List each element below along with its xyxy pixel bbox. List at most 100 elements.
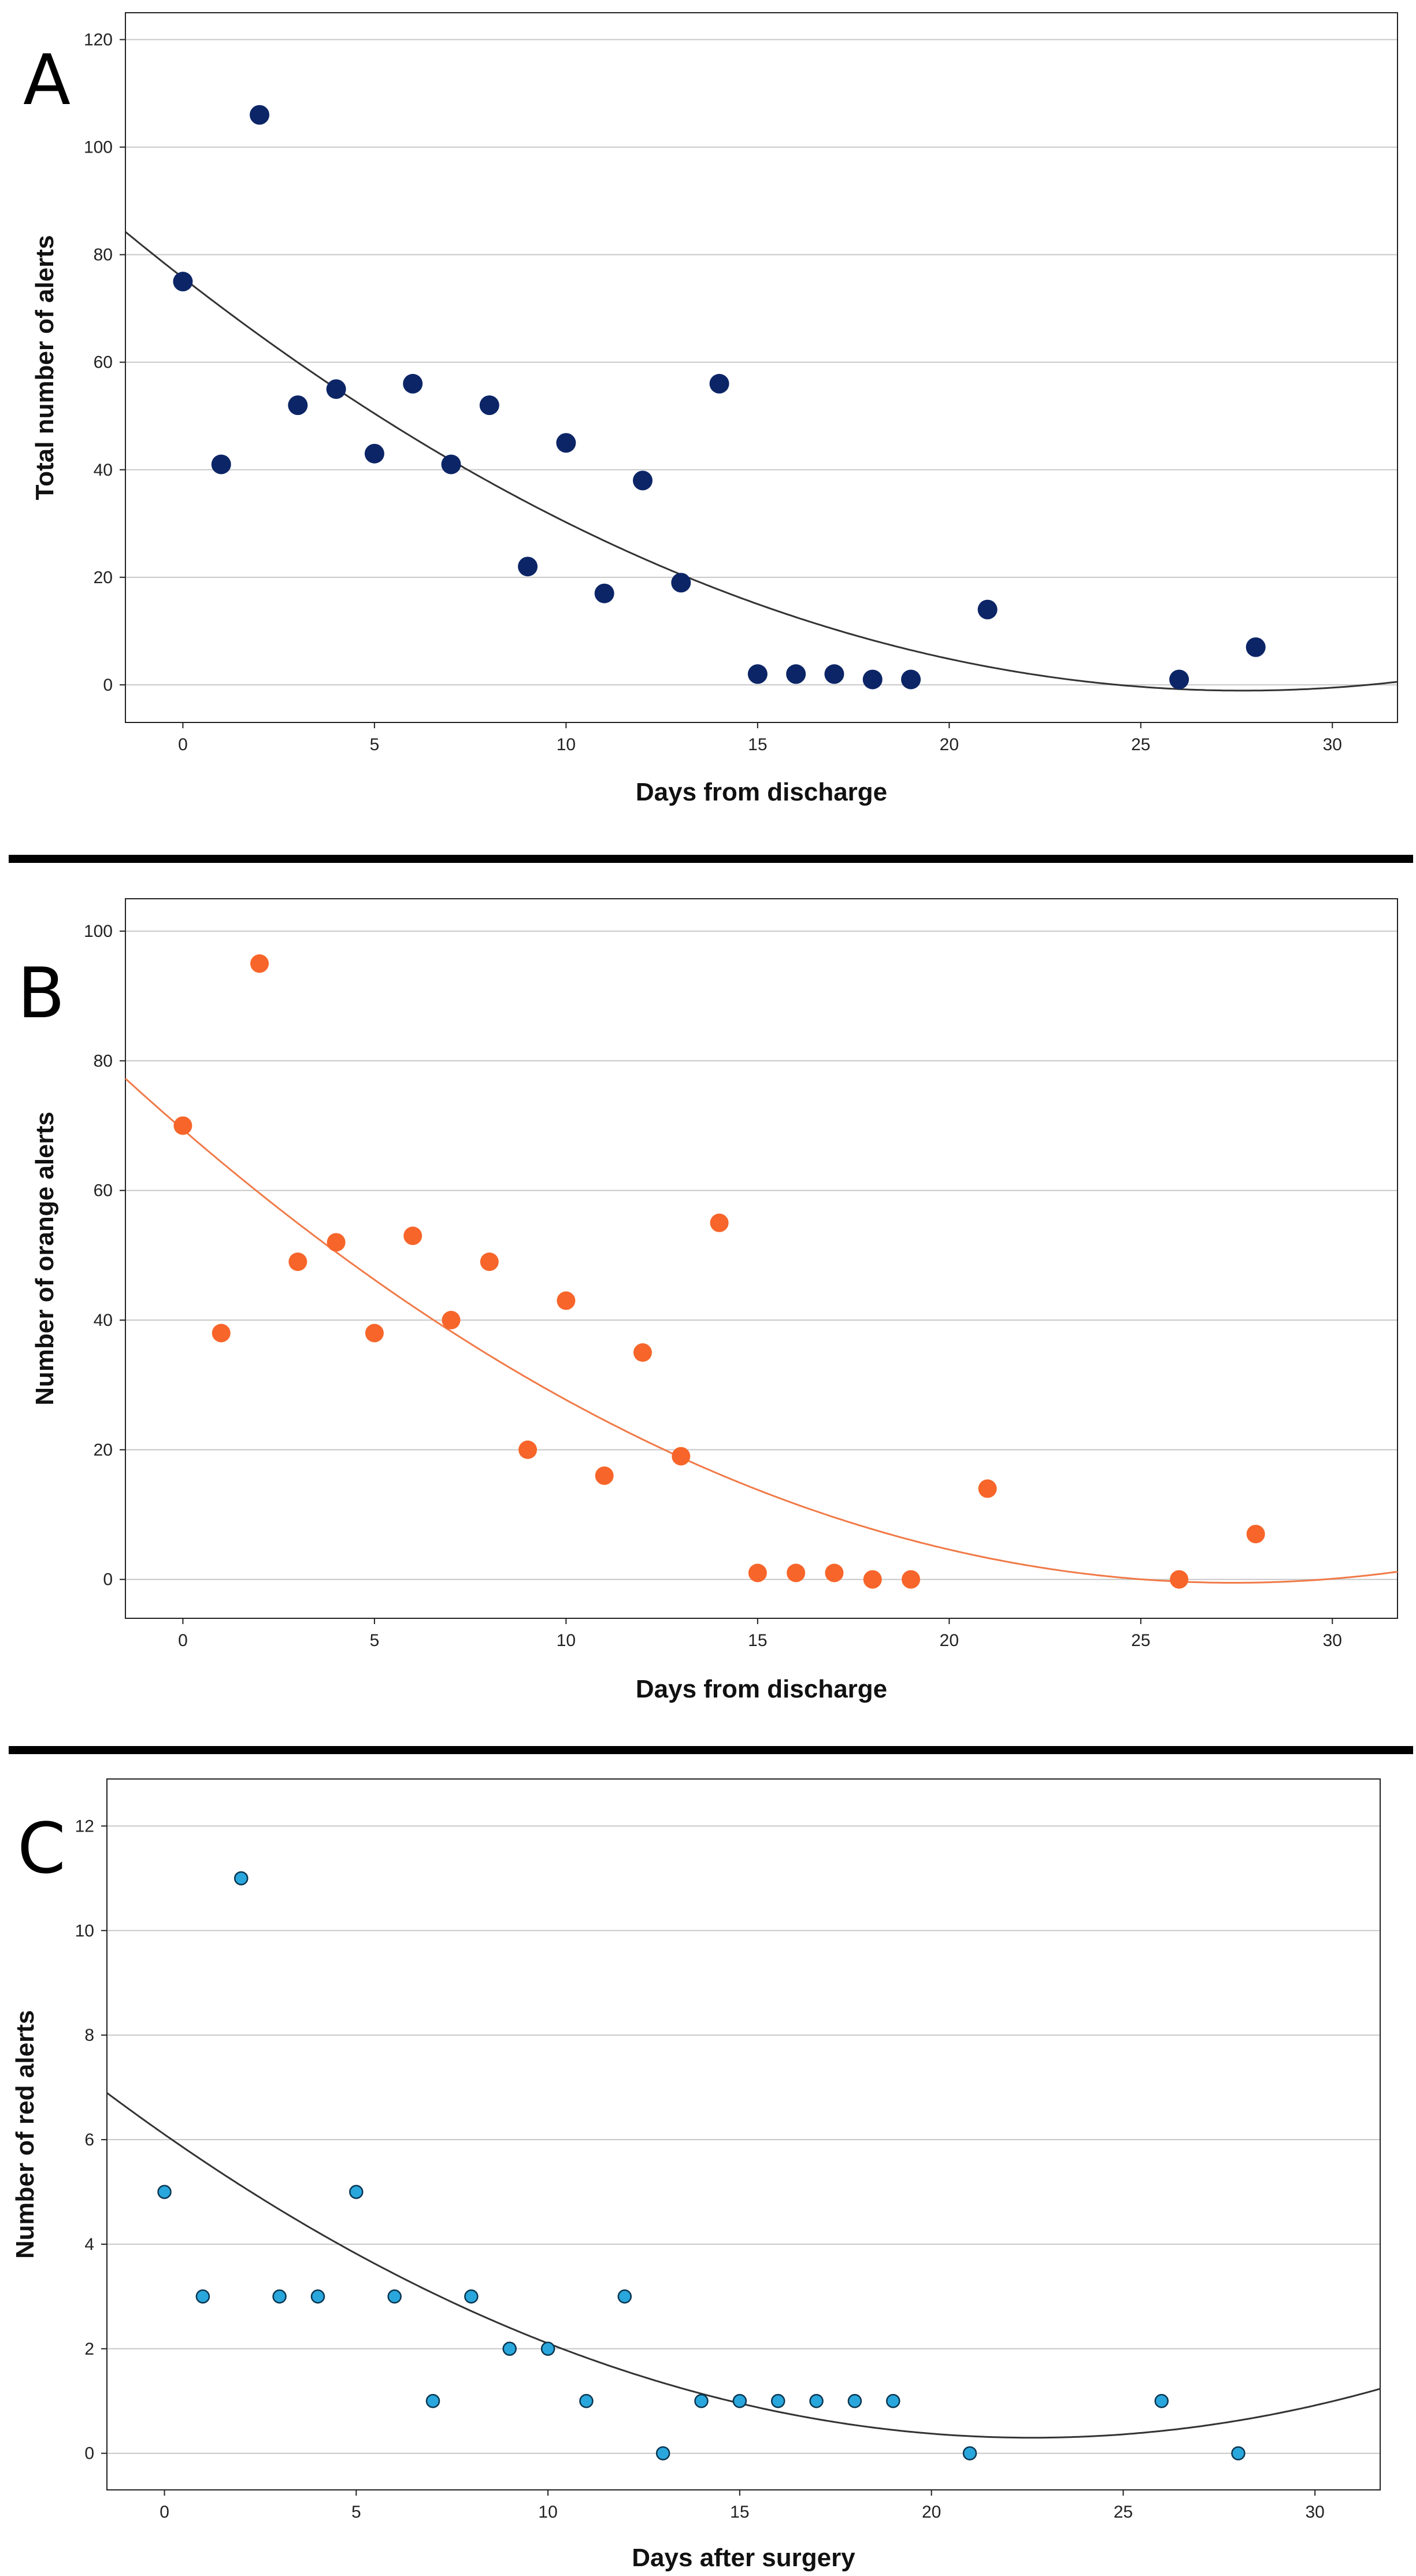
y-axis-title: Number of red alerts: [11, 2010, 39, 2259]
x-tick-label: 20: [922, 2503, 941, 2522]
y-tick-label: 2: [84, 2340, 94, 2359]
x-tick-label: 5: [370, 1631, 380, 1650]
data-point: [579, 2394, 594, 2408]
data-point: [364, 443, 384, 464]
x-tick-label: 25: [1131, 735, 1150, 754]
fit-line: [124, 1077, 1398, 1584]
y-tick-label: 0: [84, 2444, 94, 2463]
data-point: [212, 1324, 231, 1343]
data-point: [557, 1291, 576, 1310]
data-point: [349, 2185, 364, 2199]
y-tick-label: 40: [94, 1311, 113, 1330]
y-tick-label: 100: [84, 922, 113, 941]
data-point: [365, 1324, 384, 1343]
x-tick-label: 25: [1131, 1631, 1150, 1650]
x-tick-label: 0: [160, 2503, 169, 2522]
data-point: [824, 664, 844, 684]
x-axis-title: Days from discharge: [636, 778, 887, 806]
data-point: [518, 557, 538, 577]
x-axis-title: Days from discharge: [636, 1675, 887, 1703]
chart-panel-b: 0 20 40 60 80 100 0 5 10 15 20 25 30 Days from discha…: [31, 898, 1398, 1703]
x-tick-label: 15: [730, 2503, 749, 2522]
data-point: [310, 2289, 325, 2304]
data-point: [694, 2394, 709, 2408]
x-tick-label: 20: [940, 735, 959, 754]
data-point: [747, 664, 768, 684]
data-point: [1246, 637, 1266, 657]
data-point: [962, 2446, 977, 2460]
plot-frame: [106, 1778, 1381, 2490]
x-tick-label: 15: [748, 1631, 767, 1650]
data-point: [655, 2446, 670, 2460]
data-point: [272, 2289, 287, 2304]
data-point: [464, 2289, 479, 2304]
data-point: [633, 1343, 652, 1362]
data-point: [594, 583, 614, 603]
data-point: [173, 1116, 192, 1135]
data-point: [288, 1252, 307, 1272]
data-point: [211, 454, 231, 475]
y-tick-label: 0: [103, 1570, 113, 1589]
data-point: [173, 272, 193, 292]
data-point: [1169, 669, 1189, 690]
data-point: [233, 1871, 249, 1886]
data-point: [671, 573, 691, 593]
data-point: [403, 1226, 422, 1246]
y-tick-label: 60: [94, 353, 113, 372]
x-tick-label: 10: [557, 735, 576, 754]
data-point: [556, 433, 576, 453]
data-point: [632, 470, 653, 491]
data-point: [441, 454, 461, 475]
y-tick-label: 60: [94, 1181, 113, 1200]
x-tick-label: 20: [940, 1631, 959, 1650]
y-tick-label: 120: [84, 31, 113, 50]
data-point: [709, 373, 729, 394]
data-point: [863, 1570, 882, 1589]
x-tick-label: 30: [1323, 1631, 1342, 1650]
data-point: [672, 1447, 691, 1466]
data-point: [710, 1213, 729, 1232]
data-point: [732, 2394, 747, 2408]
data-point: [403, 373, 423, 394]
data-point: [387, 2289, 402, 2304]
y-tick-label: 8: [84, 2026, 94, 2045]
data-point: [195, 2289, 210, 2304]
x-tick-label: 25: [1114, 2503, 1133, 2522]
data-point: [1246, 1525, 1265, 1544]
y-tick-label: 80: [94, 246, 113, 265]
data-point: [288, 395, 308, 416]
plot-frame: [125, 12, 1398, 723]
y-tick-label: 20: [94, 1440, 113, 1459]
data-point: [326, 379, 346, 399]
data-point: [809, 2394, 824, 2408]
x-tick-label: 15: [748, 735, 767, 754]
data-point: [825, 1563, 844, 1582]
data-point: [977, 599, 998, 620]
y-tick-label: 100: [84, 138, 113, 157]
data-point: [540, 2341, 555, 2356]
data-point: [157, 2185, 172, 2199]
data-point: [250, 105, 270, 125]
x-tick-label: 10: [538, 2503, 557, 2522]
panel-letter-a: A: [23, 40, 71, 121]
data-point: [862, 669, 883, 690]
y-tick-label: 10: [75, 1921, 94, 1940]
data-point: [787, 1563, 806, 1582]
data-point: [480, 1252, 499, 1272]
data-point: [886, 2394, 900, 2408]
data-point: [479, 395, 499, 416]
x-tick-label: 30: [1306, 2503, 1325, 2522]
panel-letter-c: C: [17, 1809, 66, 1889]
y-tick-label: 6: [84, 2130, 94, 2149]
data-point: [518, 1440, 538, 1459]
chart-panel-c: 0 2 4 6 8 10 12 0 5 10 15 20 25 30 Days after surgery N…: [11, 1778, 1381, 2572]
data-point: [847, 2394, 862, 2408]
data-point: [902, 1570, 921, 1589]
data-point: [595, 1466, 614, 1485]
x-tick-label: 10: [557, 1631, 576, 1650]
data-point: [748, 1563, 767, 1582]
data-point: [425, 2394, 440, 2408]
data-point: [442, 1311, 461, 1330]
data-point: [786, 664, 806, 684]
